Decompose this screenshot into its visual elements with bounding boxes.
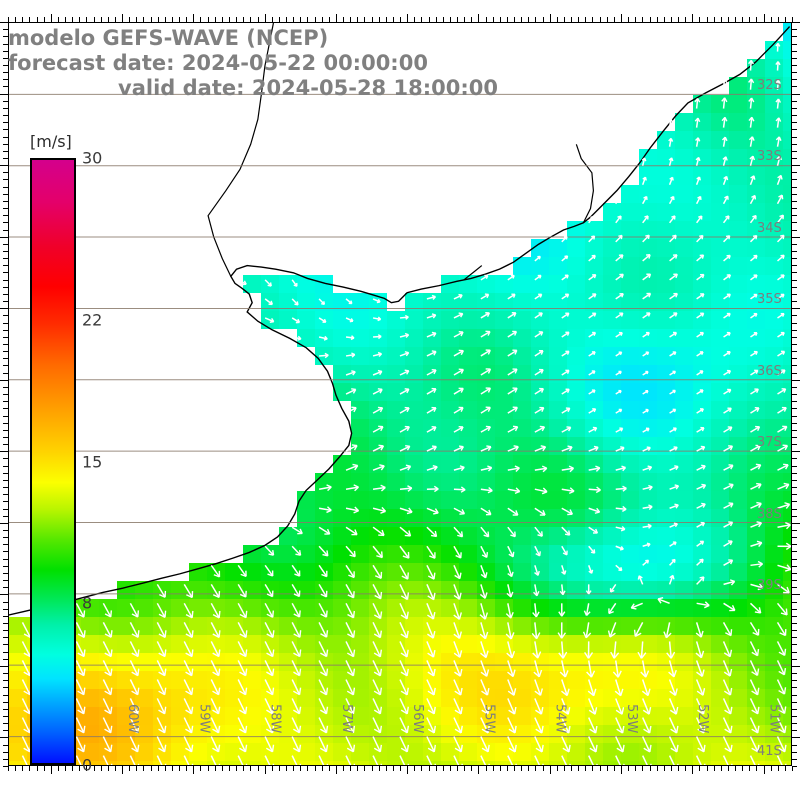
lon-label: 59W (196, 704, 212, 734)
lon-label: 57W (338, 704, 354, 734)
colorbar-tick: 8 (82, 593, 93, 613)
colorbar-tick: 30 (82, 148, 103, 168)
colorbar-tick: 0 (82, 755, 93, 775)
map-plot-area (8, 22, 792, 766)
lat-label: 38S (757, 506, 782, 522)
lat-label: 35S (757, 292, 782, 308)
lat-label: 39S (757, 578, 782, 594)
lon-label: 51W (766, 704, 782, 734)
corner-lat-label: 41S (757, 744, 782, 759)
coastline-overlay (9, 23, 791, 616)
colorbar: 30 22 15 8 0 (30, 149, 102, 775)
lon-label: 60W (125, 704, 141, 734)
lat-label: 34S (757, 220, 782, 236)
lat-label: 36S (757, 363, 782, 379)
colorbar-tick: 22 (82, 310, 103, 330)
lat-label: 32S (757, 77, 782, 93)
colorbar-unit-label: [m/s] (30, 132, 72, 151)
lon-label: 56W (410, 704, 426, 734)
colorbar-gradient (30, 158, 76, 765)
lat-label: 37S (757, 435, 782, 451)
lon-label: 58W (267, 704, 283, 734)
lon-label: 53W (623, 704, 639, 734)
lon-label: 52W (695, 704, 711, 734)
wind-direction-arrows (21, 42, 791, 765)
lat-label: 33S (757, 149, 782, 165)
colorbar-tick: 15 (82, 452, 103, 471)
lon-label: 55W (481, 704, 497, 734)
lon-label: 54W (552, 704, 568, 734)
